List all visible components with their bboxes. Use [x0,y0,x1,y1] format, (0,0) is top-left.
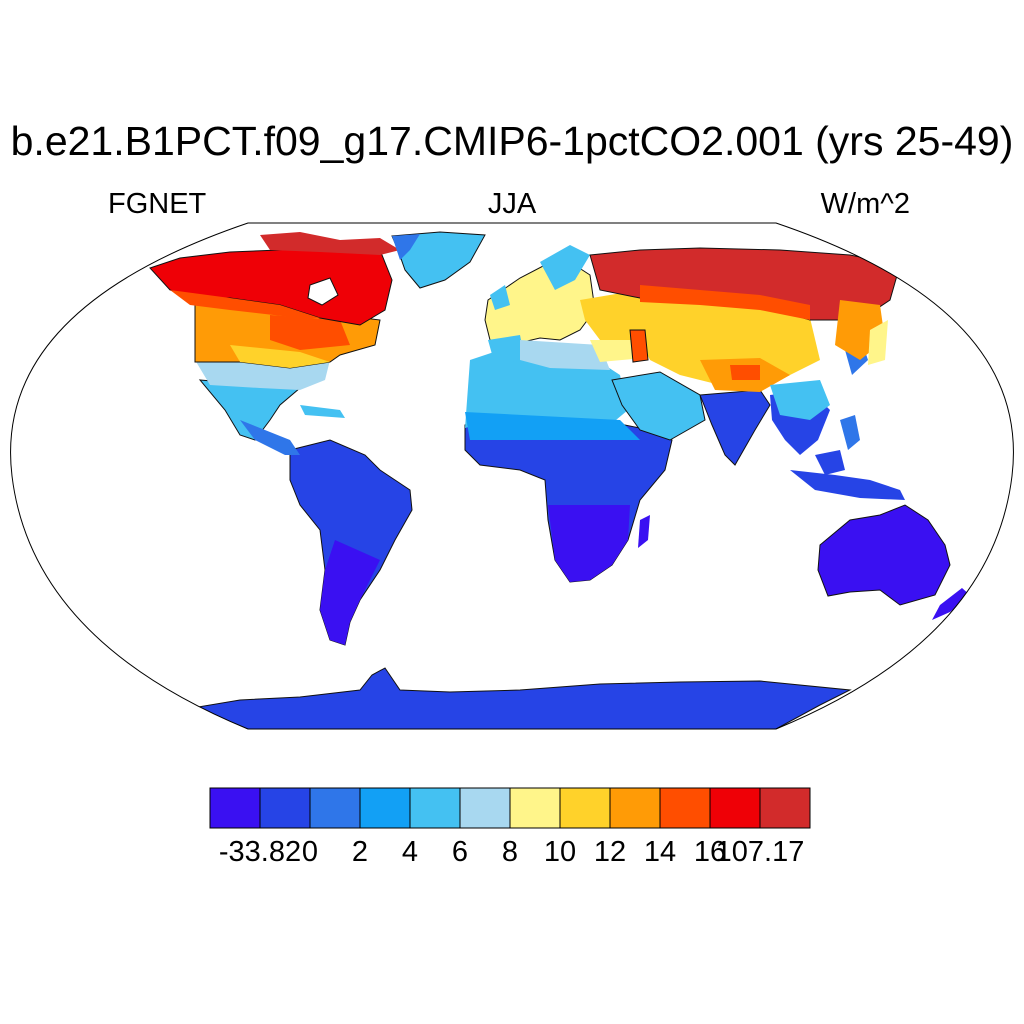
region-canada-south [170,290,320,318]
colorbar-box [559,787,611,829]
region-india [699,389,771,466]
region-uk [490,285,510,310]
region-south-america-south [320,540,380,645]
region-sahara [465,350,628,428]
colorbar-tick-label: -33.82 [218,836,302,868]
colorbar-box [309,787,361,829]
colorbar-box [359,787,411,829]
region-caribbean [300,405,345,418]
region-us-east [270,315,350,350]
colorbar-box [259,787,311,829]
variable-label: FGNET [108,188,207,220]
region-southern-africa [548,505,630,582]
colorbar-box [709,787,761,829]
region-central-america-south [240,420,300,455]
region-east-china [770,380,830,420]
colorbar-tick-label: 12 [593,836,627,868]
colorbar-tick-label: 6 [451,836,469,868]
region-us-midwest [230,345,330,368]
colorbar-tick-label: 107.17 [715,836,805,868]
colorbar-box [759,787,811,829]
region-philippines [840,415,860,450]
region-caspian [629,329,649,363]
colorbar-tick-label: 10 [543,836,577,868]
region-scandinavia [540,245,590,290]
colorbar-tick-label: 14 [643,836,677,868]
map-fill-layer [149,231,970,729]
region-australia [817,504,951,606]
region-indonesia [790,470,905,500]
colorbar-tick-label: 2 [351,836,369,868]
season-label: JJA [487,188,537,220]
region-mediterranean-coast [520,340,610,370]
colorbar-box [509,787,561,829]
region-kamchatka [868,320,888,365]
region-siberia-south [640,285,810,320]
colorbar-box [459,787,511,829]
colorbar-tick-label: 8 [501,836,519,868]
region-madagascar [638,515,650,548]
colorbar-tick-label: 4 [401,836,419,868]
colorbar-boxes [209,787,811,829]
region-central-asia [640,300,820,385]
region-iberia [488,335,525,365]
colorbar-tick-label: 16 [693,836,727,868]
region-borneo [815,450,845,475]
region-new-zealand [932,588,970,620]
map-outline [10,222,1014,730]
region-sahel [465,412,640,440]
region-canadian-archipelago [260,232,400,255]
region-antarctica [189,667,852,729]
plot-title: b.e21.B1PCT.f09_g17.CMIP6-1pctCO2.001 (y… [10,118,1014,164]
units-label: W/m^2 [820,188,910,220]
region-greenland-coast [392,234,420,260]
colorbar-tick-label: 0 [301,836,319,868]
region-arabia [611,371,706,441]
colorbar-box [209,787,261,829]
region-hudson-bay [307,277,339,306]
colorbar-box [409,787,461,829]
colorbar-box [609,787,661,829]
region-tibet-core [730,365,760,380]
colorbar-box [659,787,711,829]
